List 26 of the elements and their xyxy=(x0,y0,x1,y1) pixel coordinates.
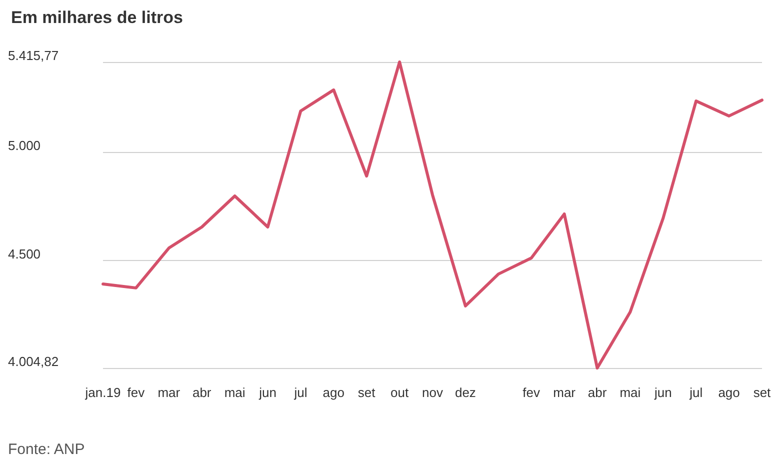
x-tick-label: fev xyxy=(522,385,541,400)
x-tick-label: abr xyxy=(588,385,608,400)
y-tick-label: 4.004,82 xyxy=(8,354,59,369)
y-tick-label: 5.000 xyxy=(8,138,41,154)
x-tick-label: mar xyxy=(158,385,181,400)
x-tick-label: ago xyxy=(322,385,344,400)
y-tick-label: 4.500 xyxy=(8,246,41,262)
x-tick-label: set xyxy=(753,385,772,400)
x-tick-label: fev xyxy=(127,385,146,400)
x-tick-label: set xyxy=(358,385,376,400)
x-tick-label: nov xyxy=(422,385,444,400)
y-tick-label: 5.415,77 xyxy=(8,48,59,63)
x-tick-label: mai xyxy=(620,385,641,400)
x-tick-label: jan.19 xyxy=(84,385,121,400)
x-tick-label: out xyxy=(390,385,409,400)
x-tick-label: jun xyxy=(258,385,276,400)
x-tick-label: abr xyxy=(192,385,212,400)
x-tick-label: mar xyxy=(553,385,576,400)
x-tick-label: dez xyxy=(454,385,476,400)
x-tick-label: ago xyxy=(718,385,740,400)
x-tick-label: jul xyxy=(688,385,703,400)
x-tick-label: jun xyxy=(653,385,672,400)
x-tick-label: mai xyxy=(224,385,246,400)
source-note: Fonte: ANP xyxy=(8,441,85,458)
x-tick-label: jul xyxy=(293,385,308,400)
chart-title: Em milhares de litros xyxy=(11,8,183,27)
